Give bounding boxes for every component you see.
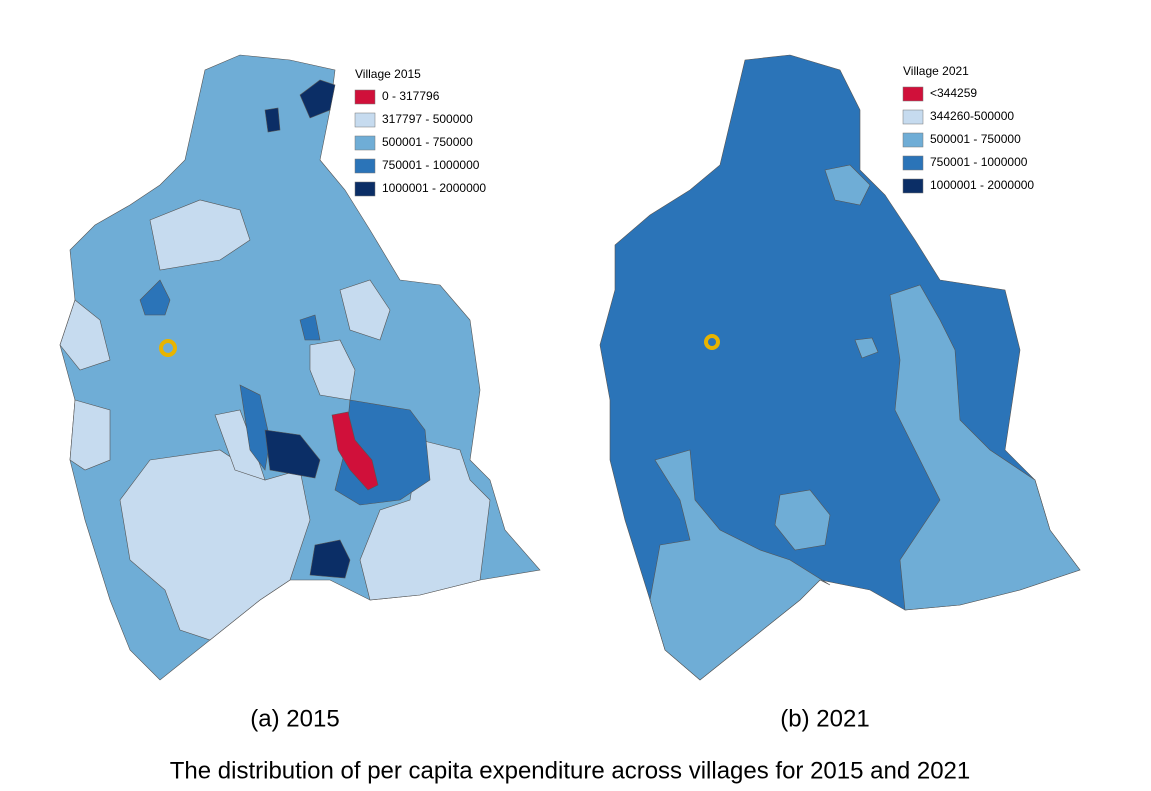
region: [359, 439, 491, 601]
legend-swatch: [902, 178, 924, 194]
legend-title: Village 2015: [355, 67, 421, 81]
map-2015: [59, 54, 541, 681]
legend-label: <344259: [930, 86, 977, 100]
legend-swatch: [902, 109, 924, 125]
legend-swatch: [354, 158, 376, 174]
region: [299, 314, 321, 341]
panel-caption: (b) 2021: [780, 705, 869, 732]
region: [854, 337, 879, 359]
region: [649, 449, 831, 681]
legend-label: 750001 - 1000000: [930, 155, 1028, 169]
panel-caption: (a) 2015: [250, 705, 339, 732]
legend-swatch: [354, 112, 376, 128]
legend-swatch: [902, 155, 924, 171]
legend-label: 500001 - 750000: [930, 132, 1021, 146]
region: [69, 399, 111, 471]
legend-label: 317797 - 500000: [382, 112, 473, 126]
figure-caption: The distribution of per capita expenditu…: [170, 757, 971, 784]
legend-swatch: [354, 135, 376, 151]
region: [889, 284, 1081, 611]
region: [214, 409, 266, 481]
legend-label: 0 - 317796: [382, 89, 440, 103]
legend-label: 1000001 - 2000000: [930, 178, 1034, 192]
region: [299, 79, 336, 119]
legend-swatch: [902, 86, 924, 102]
region: [339, 279, 391, 341]
legend-label: 344260-500000: [930, 109, 1014, 123]
legend-swatch: [354, 89, 376, 105]
legend-swatch: [354, 181, 376, 197]
region: [264, 107, 281, 133]
region: [309, 539, 351, 579]
legend-label: 1000001 - 2000000: [382, 181, 486, 195]
region: [774, 489, 831, 551]
region: [264, 429, 321, 479]
marker: [159, 339, 177, 357]
marker: [704, 334, 720, 350]
legend-title: Village 2021: [903, 64, 969, 78]
region: [331, 411, 379, 491]
region: [139, 279, 171, 316]
legend-swatch: [902, 132, 924, 148]
region: [149, 199, 251, 271]
region: [59, 299, 111, 371]
legend-label: 500001 - 750000: [382, 135, 473, 149]
region: [239, 384, 271, 471]
map-2021: [599, 54, 1081, 681]
region: [824, 164, 871, 206]
legend-label: 750001 - 1000000: [382, 158, 480, 172]
